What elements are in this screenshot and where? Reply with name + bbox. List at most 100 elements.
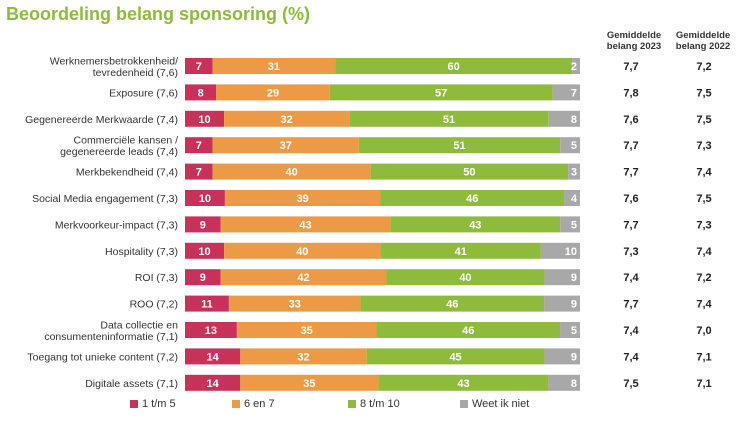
bar-segment (380, 242, 541, 259)
bar-segment (185, 322, 237, 338)
average-value: 7,4 (623, 351, 639, 363)
average-value: 7,2 (696, 272, 711, 284)
data-label: 9 (200, 219, 206, 231)
data-label: 43 (457, 378, 469, 390)
data-label: 42 (297, 272, 309, 284)
average-value: 7,3 (696, 140, 711, 152)
average-value: 7,1 (696, 351, 711, 363)
data-label: 14 (207, 378, 220, 390)
average-value: 7,6 (623, 193, 638, 205)
bar-segment (552, 84, 580, 101)
data-label: 5 (571, 140, 577, 152)
data-label: 4 (571, 193, 578, 205)
bar-segment (185, 269, 221, 286)
category-label: Hospitality (7,3) (105, 246, 178, 258)
data-label: 60 (447, 61, 459, 73)
data-label: 35 (303, 378, 315, 390)
average-value: 7,4 (623, 325, 639, 337)
data-label: 29 (267, 87, 279, 99)
data-label: 43 (299, 219, 311, 231)
data-label: 13 (205, 325, 217, 337)
data-label: 31 (268, 61, 280, 73)
data-label: 51 (443, 114, 455, 126)
data-label: 10 (198, 246, 210, 258)
category-label: Social Media engagement (7,3) (32, 193, 178, 205)
bar-segment (544, 348, 580, 365)
average-value: 7,5 (696, 193, 711, 205)
data-label: 40 (296, 246, 308, 258)
bar-segment (329, 84, 553, 101)
bar-segment (560, 137, 580, 154)
bar-segment (560, 216, 580, 233)
stacked-bar-chart: Werknemersbetrokkenheid/tevredenheid (7,… (25, 55, 713, 391)
data-label: 7 (196, 167, 202, 179)
data-label: 45 (449, 351, 461, 363)
column-header-2022-line1: Gemiddelde (675, 30, 731, 41)
average-value: 7,7 (623, 61, 638, 73)
data-label: 50 (463, 167, 475, 179)
bar-segment (185, 84, 217, 101)
category-label: consumenteninformatie (7,1) (44, 331, 178, 343)
bar-segment (185, 190, 225, 206)
average-value: 7,7 (623, 140, 638, 152)
bar-segment (358, 137, 561, 154)
data-label: 7 (571, 87, 577, 99)
data-label: 7 (196, 61, 202, 73)
legend-swatch-8-10 (348, 400, 356, 408)
legend-item-8-10: 8 t/m 10 (348, 398, 400, 410)
bar-segment (376, 322, 561, 338)
category-label: Commerciële kansen / (74, 134, 179, 146)
legend-item-weet-ik-niet: Weet ik niet (460, 398, 529, 410)
category-label: Exposure (7,6) (109, 87, 178, 99)
average-value: 7,3 (623, 246, 638, 258)
bar-segment (224, 110, 350, 127)
data-label: 40 (286, 167, 298, 179)
legend-label-weet-ik-niet: Weet ik niet (472, 398, 530, 410)
average-value: 7,7 (623, 219, 638, 231)
data-label: 9 (571, 299, 577, 311)
bar-segment (185, 163, 213, 180)
data-label: 14 (207, 351, 220, 363)
bar-segment (212, 58, 336, 74)
bar-segment (548, 110, 580, 127)
data-label: 46 (462, 325, 474, 337)
legend-swatch-1-5 (130, 400, 138, 408)
category-label: Digitale assets (7,1) (85, 378, 178, 390)
legend-label-6-7: 6 en 7 (244, 398, 275, 410)
column-header-2022-line2: belang 2022 (675, 41, 731, 52)
category-label: gegenereerde leads (7,4) (60, 146, 178, 158)
average-value: 7,5 (696, 87, 711, 99)
bar-segment (224, 242, 381, 259)
data-label: 10 (565, 246, 577, 258)
data-label: 39 (297, 193, 309, 205)
legend-label-8-10: 8 t/m 10 (360, 398, 400, 410)
average-value: 7,4 (696, 167, 712, 179)
bar-segment (220, 269, 387, 286)
average-value: 7,1 (696, 378, 711, 390)
data-label: 8 (571, 378, 577, 390)
bar-segment (370, 163, 569, 180)
data-label: 40 (459, 272, 471, 284)
column-header-2023-line2: belang 2023 (606, 41, 662, 52)
bar-segment (390, 216, 561, 233)
category-label: tevredenheid (7,6) (93, 67, 178, 79)
data-label: 32 (297, 351, 309, 363)
average-value: 7,7 (623, 299, 638, 311)
category-label: Merkbekendheid (7,4) (76, 167, 178, 179)
data-label: 2 (571, 61, 577, 73)
bar-segment (335, 58, 573, 74)
average-value: 7,3 (696, 219, 711, 231)
data-label: 37 (280, 140, 292, 152)
legend-swatch-weet-ik-niet (460, 400, 468, 408)
data-label: 33 (289, 299, 301, 311)
data-label: 43 (469, 219, 481, 231)
data-label: 10 (198, 114, 210, 126)
data-label: 41 (455, 246, 467, 258)
bar-segment (185, 110, 225, 127)
data-label: 10 (199, 193, 211, 205)
category-label: Gegenereerde Merkwaarde (7,4) (25, 114, 178, 126)
data-label: 57 (435, 87, 447, 99)
bar-segment (240, 374, 379, 391)
bar-segment (185, 295, 229, 312)
average-value: 7,6 (623, 114, 638, 126)
